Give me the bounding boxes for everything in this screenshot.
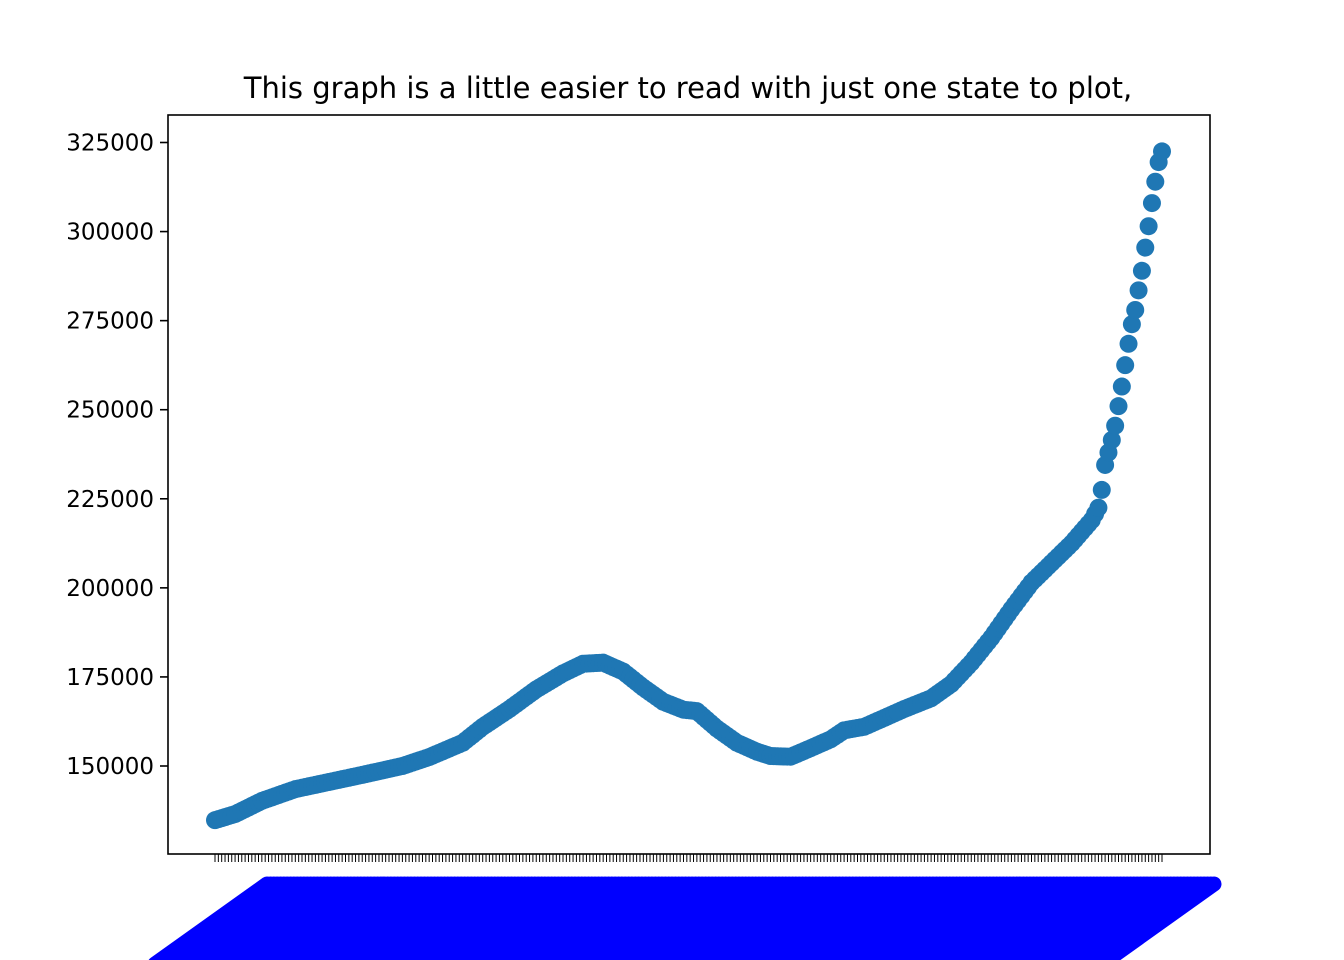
data-point bbox=[1122, 315, 1141, 334]
data-point bbox=[1126, 300, 1145, 319]
y-tick-label: 175000 bbox=[66, 665, 154, 691]
y-tick-label: 250000 bbox=[66, 398, 154, 424]
data-point bbox=[1112, 377, 1131, 396]
y-tick-label: 225000 bbox=[66, 487, 154, 513]
data-point bbox=[1132, 261, 1151, 280]
y-tick-label: 200000 bbox=[66, 576, 154, 602]
y-axis: 150000 175000 200000 225000 250000 275000 3000… bbox=[66, 131, 168, 780]
data-point bbox=[1116, 356, 1135, 375]
data-point bbox=[1106, 416, 1125, 435]
y-tick-label: 300000 bbox=[66, 220, 154, 246]
data-point bbox=[1139, 217, 1158, 236]
data-point bbox=[1129, 281, 1148, 300]
data-point bbox=[1142, 194, 1161, 213]
y-tick-label: 275000 bbox=[66, 309, 154, 335]
data-points bbox=[206, 142, 1171, 830]
data-point bbox=[1092, 480, 1111, 499]
x-axis-tick-labels bbox=[148, 876, 1222, 960]
x-axis-ticks bbox=[214, 854, 1163, 862]
data-point bbox=[1146, 172, 1165, 191]
data-point bbox=[1153, 142, 1171, 161]
data-point bbox=[1136, 238, 1155, 257]
chart-title: This graph is a little easier to read wi… bbox=[243, 71, 1132, 105]
data-point bbox=[1119, 334, 1138, 353]
x-tick-label bbox=[1095, 876, 1222, 960]
data-point bbox=[1089, 498, 1108, 517]
y-tick-label: 325000 bbox=[66, 131, 154, 157]
plot-frame bbox=[167, 114, 1211, 855]
y-tick-label: 150000 bbox=[66, 754, 154, 780]
data-point bbox=[1102, 430, 1121, 449]
data-point bbox=[1109, 397, 1128, 416]
